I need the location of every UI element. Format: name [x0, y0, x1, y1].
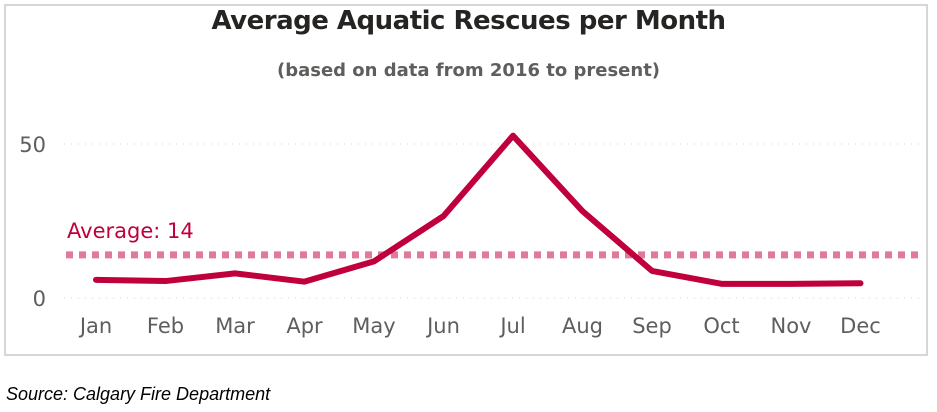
x-tick-label: Nov [771, 314, 812, 338]
chart-subtitle: (based on data from 2016 to present) [276, 60, 661, 81]
series-line [93, 132, 864, 287]
x-tick-label: Feb [147, 314, 184, 338]
x-tick-label: Mar [215, 314, 255, 338]
x-tick-label: Dec [840, 314, 881, 338]
x-tick-label: Aug [562, 314, 603, 338]
x-tick-label: Jan [78, 314, 112, 338]
x-tick-label: Oct [703, 314, 739, 338]
y-tick-label: 0 [33, 287, 46, 311]
x-tick-label: May [352, 314, 395, 338]
x-tick-label: Apr [286, 314, 323, 338]
chart-title: Average Aquatic Rescues per Month [211, 6, 726, 36]
average-label: Average: 14 [67, 219, 194, 243]
x-tick-label: Jul [498, 314, 525, 338]
y-tick-label: 50 [19, 133, 46, 157]
x-tick-label: Sep [632, 314, 672, 338]
chart-frame [4, 4, 928, 356]
source-note: Source: Calgary Fire Department [6, 384, 271, 404]
x-tick-label: Jun [425, 314, 460, 338]
